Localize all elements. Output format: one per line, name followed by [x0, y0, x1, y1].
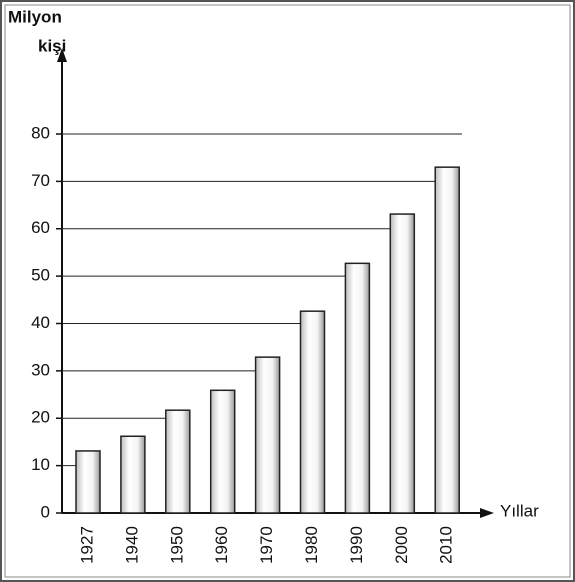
bar [254, 356, 281, 514]
x-tick-label: 1960 [212, 526, 231, 564]
x-tick-label: 1940 [122, 526, 141, 564]
inner-frame [4, 4, 571, 578]
x-tick-label: 2000 [392, 526, 411, 564]
bar [75, 450, 101, 514]
y-tick-label: 20 [31, 408, 50, 427]
bar [389, 213, 416, 514]
y-label: kişi [38, 36, 66, 55]
y-tick-label: 40 [31, 313, 50, 332]
y-arrow [57, 48, 67, 62]
x-tick-label: 1927 [77, 526, 96, 564]
y-tick-label: 70 [31, 171, 50, 190]
x-tick-label: 2010 [437, 526, 456, 564]
y-tick-label: 60 [31, 218, 50, 237]
x-tick-label: 1970 [257, 526, 276, 564]
bar [209, 389, 236, 514]
x-tick-label: 1990 [347, 526, 366, 564]
y-tick-label: 30 [31, 360, 50, 379]
x-tick-label: 1950 [167, 526, 186, 564]
y-label: Milyon [8, 7, 62, 26]
y-tick-label: 50 [31, 266, 50, 285]
x-label: Yıllar [500, 501, 539, 520]
y-tick-label: 0 [41, 502, 50, 521]
bar [299, 310, 326, 514]
bar [344, 262, 371, 514]
bar [165, 409, 191, 514]
bar [434, 166, 460, 514]
bar [120, 435, 146, 514]
y-tick-label: 80 [31, 123, 50, 142]
x-arrow [480, 508, 494, 518]
x-tick-label: 1980 [302, 526, 321, 564]
y-tick-label: 10 [31, 455, 50, 474]
